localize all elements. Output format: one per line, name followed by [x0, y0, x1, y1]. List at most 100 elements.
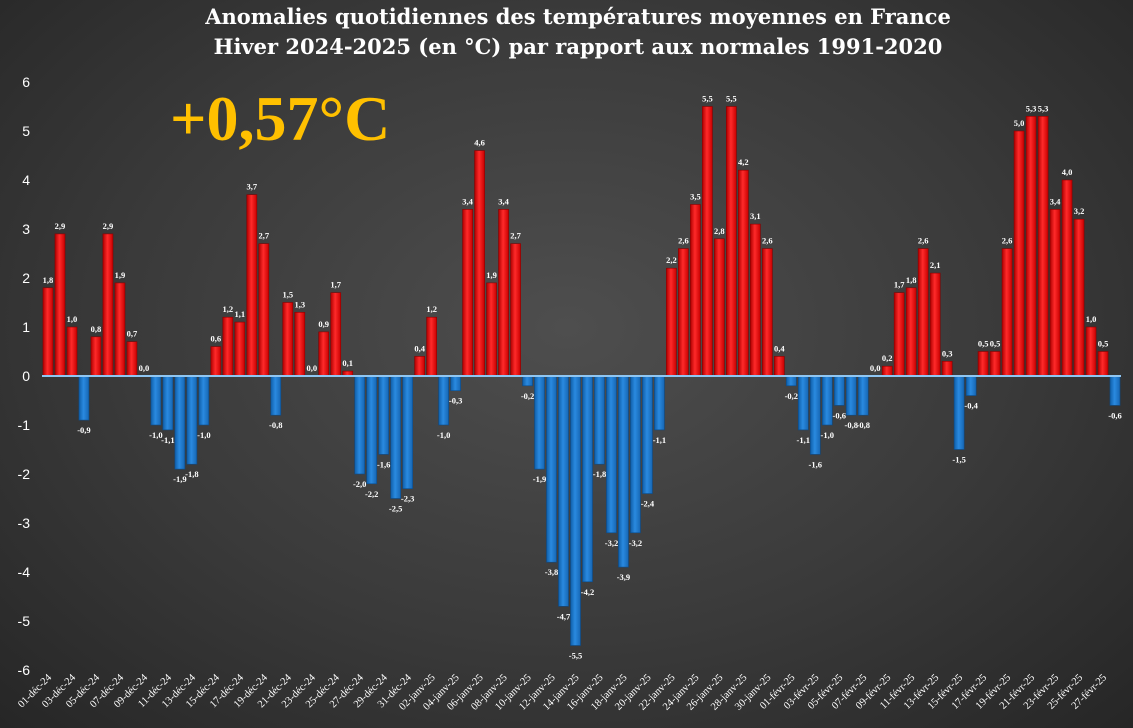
- bar: [378, 375, 390, 455]
- data-label: 2,7: [258, 231, 269, 241]
- data-label: -1,0: [437, 430, 450, 440]
- y-tick-label: -5: [18, 613, 31, 629]
- bar: [426, 316, 437, 377]
- data-label: -1,6: [377, 459, 390, 469]
- bar: [773, 356, 785, 377]
- bar: [498, 209, 509, 377]
- bar: [821, 375, 833, 426]
- bar: [78, 375, 90, 421]
- bar: [929, 272, 941, 377]
- bar: [1013, 130, 1025, 377]
- bar: [570, 375, 581, 646]
- bar: [618, 375, 629, 568]
- data-label: 2,1: [930, 260, 941, 270]
- data-label: 2,6: [1002, 236, 1013, 246]
- bar: [54, 233, 66, 377]
- y-tick-label: 0: [22, 368, 30, 384]
- bar: [510, 243, 521, 377]
- bar: [186, 375, 198, 465]
- data-label: 0,4: [774, 343, 785, 353]
- bar: [905, 287, 917, 377]
- bar: [1097, 351, 1109, 377]
- y-tick-label: 6: [22, 74, 30, 90]
- data-label: -2,5: [389, 504, 402, 514]
- data-label: -1,8: [593, 469, 606, 479]
- data-label: -1,0: [149, 430, 162, 440]
- data-label: -1,5: [952, 455, 965, 465]
- bar: [126, 341, 138, 377]
- data-label: -0,4: [964, 401, 978, 411]
- bar: [366, 375, 378, 485]
- data-label: -0,9: [77, 425, 90, 435]
- bar: [594, 375, 605, 465]
- y-tick-label: 4: [22, 172, 30, 188]
- data-label: 1,9: [486, 270, 497, 280]
- bar: [1109, 375, 1121, 406]
- data-label: -5,5: [569, 651, 582, 661]
- bar: [642, 375, 653, 494]
- bar: [785, 375, 797, 387]
- bar: [1049, 209, 1061, 377]
- data-label: -3,8: [545, 567, 558, 577]
- bar: [881, 365, 893, 377]
- bar: [606, 375, 617, 534]
- data-label: 5,0: [1014, 118, 1025, 128]
- y-tick-label: 1: [22, 319, 30, 335]
- y-tick-label: 3: [22, 221, 30, 237]
- data-label: 0,0: [139, 363, 150, 373]
- data-label: 1,8: [906, 275, 917, 285]
- bar: [809, 375, 821, 455]
- bar: [66, 326, 78, 377]
- data-label: 2,8: [714, 226, 725, 236]
- data-label: 2,2: [666, 255, 677, 265]
- bar: [917, 248, 929, 377]
- data-label: 1,3: [294, 299, 305, 309]
- data-label: -2,3: [401, 494, 414, 504]
- bar: [222, 316, 234, 377]
- data-label: 5,5: [726, 94, 737, 104]
- bar: [1025, 116, 1037, 377]
- data-label: 2,9: [103, 221, 114, 231]
- bar: [282, 302, 294, 377]
- data-label: 0,5: [1098, 339, 1109, 349]
- y-tick-label: -2: [18, 466, 31, 482]
- y-tick-label: -3: [18, 515, 31, 531]
- bar: [462, 209, 473, 377]
- bar: [534, 375, 545, 470]
- bar: [258, 243, 270, 377]
- bar: [749, 223, 761, 377]
- bar: [726, 106, 737, 377]
- data-label: -2,4: [641, 499, 655, 509]
- bar: [162, 375, 174, 431]
- bar: [678, 248, 689, 377]
- data-label: 1,7: [894, 280, 905, 290]
- data-label: 2,6: [762, 236, 773, 246]
- bar: [114, 282, 126, 377]
- data-label: -1,9: [173, 474, 186, 484]
- bar: [234, 321, 246, 377]
- bar: [977, 351, 989, 377]
- data-label: 0,0: [870, 363, 881, 373]
- data-label: 1,2: [223, 304, 234, 314]
- data-label: 3,1: [750, 211, 761, 221]
- bar: [857, 375, 869, 416]
- data-label: -4,2: [581, 587, 594, 597]
- bar: [402, 375, 414, 489]
- data-label: -1,8: [185, 469, 198, 479]
- data-label: -0,2: [785, 391, 798, 401]
- bar: [1085, 326, 1097, 377]
- data-label: 5,5: [702, 94, 713, 104]
- bar: [797, 375, 809, 431]
- bar: [953, 375, 965, 450]
- bar: [522, 375, 533, 387]
- data-label: 0,1: [342, 358, 353, 368]
- data-label: -3,2: [605, 538, 618, 548]
- bar: [893, 292, 905, 377]
- bar: [738, 169, 749, 377]
- data-label: 4,6: [474, 138, 485, 148]
- x-axis: 01-déc-2403-déc-2405-déc-2407-déc-2409-d…: [16, 672, 1109, 713]
- bar: [941, 360, 953, 377]
- bar: [330, 292, 342, 377]
- bar: [558, 375, 569, 607]
- y-tick-label: -6: [18, 662, 31, 678]
